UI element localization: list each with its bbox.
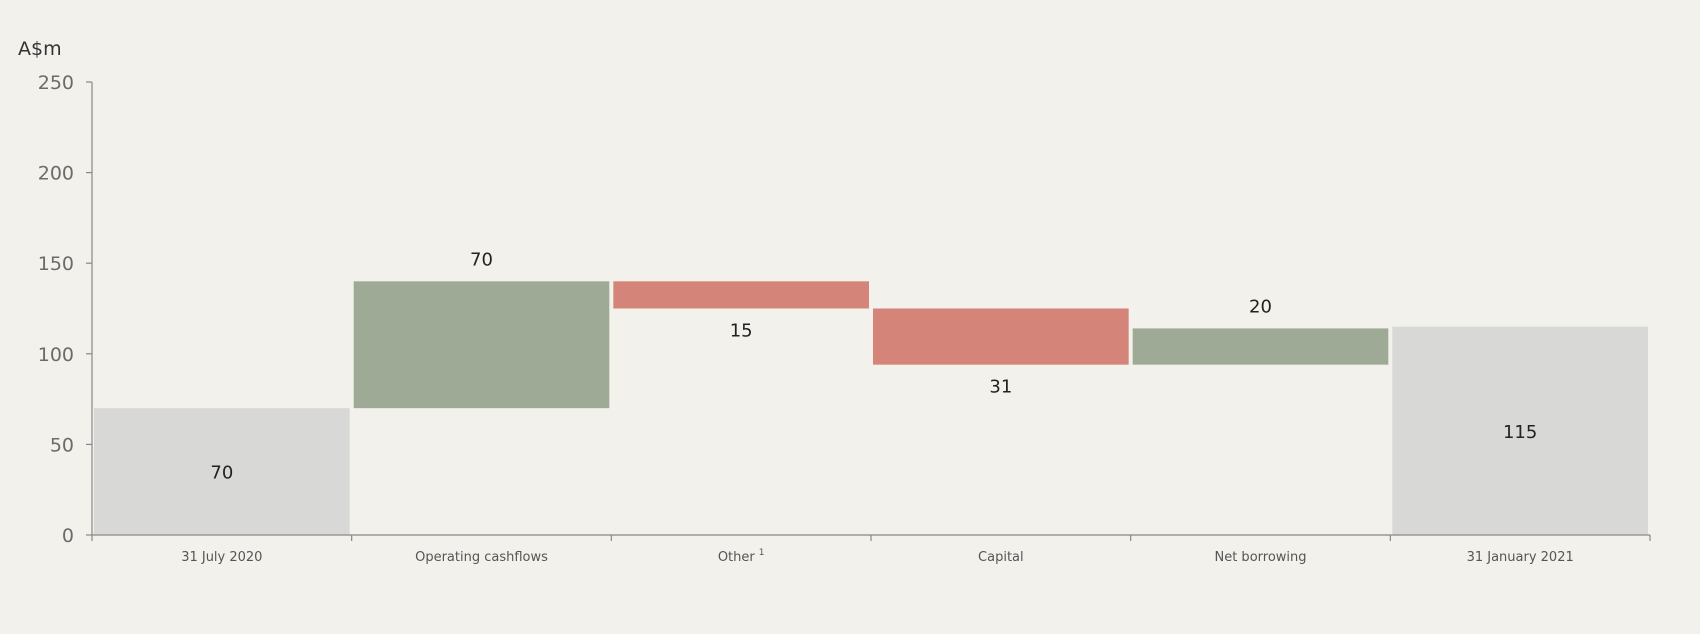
ticks-layer: 0 50 100 150 200 250 (38, 72, 1651, 547)
footnote-mark: 1 (759, 548, 765, 558)
y-tick-label: 150 (38, 253, 74, 275)
data-label: 115 (1503, 422, 1537, 443)
x-category-label: Capital (978, 550, 1024, 565)
data-label: 15 (730, 321, 753, 342)
y-tick-label: 0 (62, 525, 74, 547)
y-tick-label: 50 (50, 434, 74, 456)
y-tick-label: 100 (38, 344, 74, 366)
bar-decrease (873, 308, 1129, 365)
bar-increase (353, 281, 610, 409)
bar-total (94, 408, 350, 535)
x-category-label: Operating cashflows (415, 550, 548, 565)
y-tick-label: 200 (38, 163, 74, 185)
bar-total (1392, 326, 1648, 535)
x-category-label: 31 January 2021 (1467, 550, 1574, 565)
bar-increase (1132, 328, 1389, 365)
data-label: 20 (1249, 296, 1272, 317)
bars-layer (94, 281, 1648, 535)
data-label: 31 (989, 377, 1012, 398)
data-label: 70 (470, 249, 493, 270)
data-label: 70 (210, 463, 233, 484)
x-category-label: 31 July 2020 (181, 550, 262, 565)
y-unit-label: A$m (18, 38, 62, 60)
x-category-label: Net borrowing (1214, 550, 1306, 565)
labels-layer: 70 31 July 2020 70 Operating cashflows 15 Oth… (181, 249, 1574, 565)
y-tick-label: 250 (38, 72, 74, 94)
bar-decrease (613, 281, 869, 309)
x-category-label: Other 1 (718, 548, 765, 565)
